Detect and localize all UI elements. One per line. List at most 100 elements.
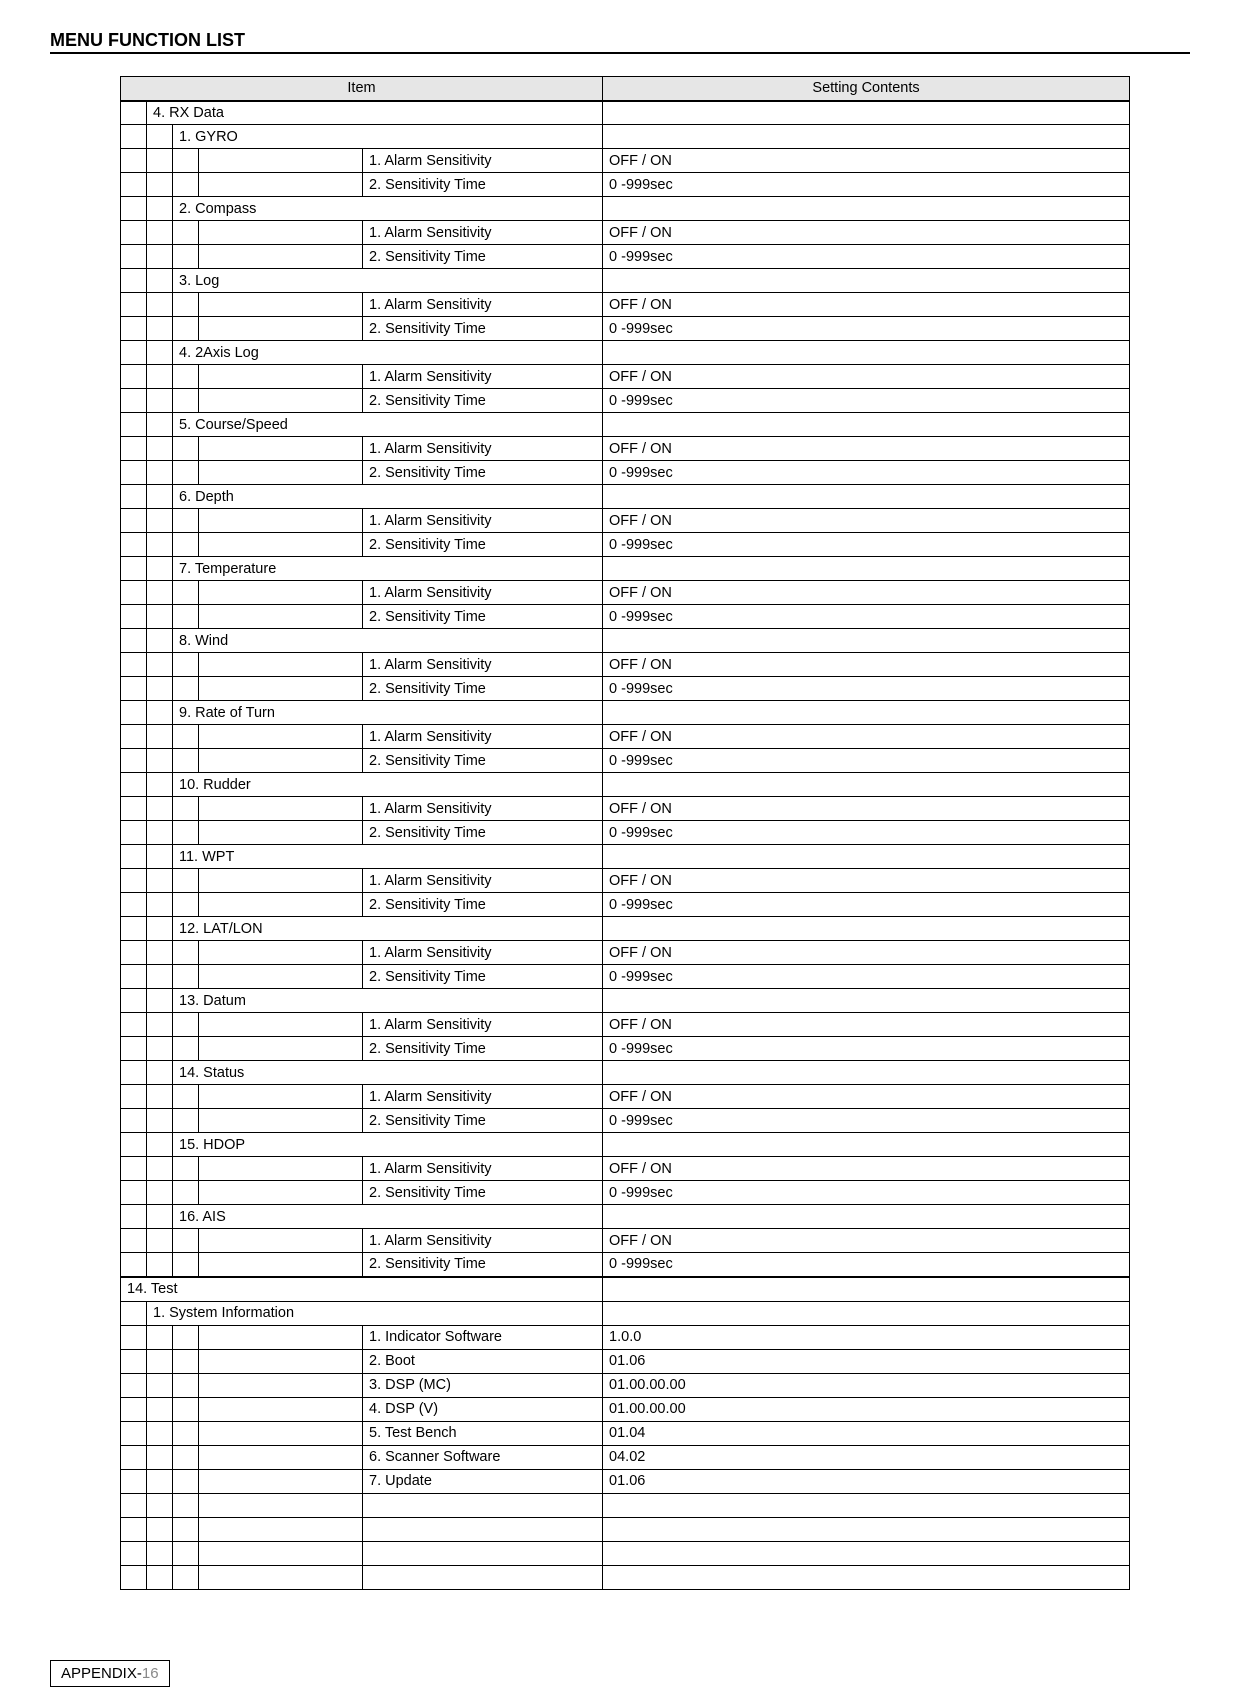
indent-cell bbox=[173, 533, 199, 557]
indent-cell bbox=[173, 1181, 199, 1205]
indent-cell bbox=[199, 1181, 363, 1205]
setting-value bbox=[603, 101, 1130, 125]
item-label: 1. Alarm Sensitivity bbox=[363, 869, 603, 893]
table-row: 2. Sensitivity Time0 -999sec bbox=[121, 461, 1130, 485]
setting-value: OFF / ON bbox=[603, 797, 1130, 821]
indent-cell bbox=[199, 1517, 363, 1541]
indent-cell bbox=[121, 437, 147, 461]
setting-value: 1.0.0 bbox=[603, 1325, 1130, 1349]
indent-cell bbox=[363, 1517, 603, 1541]
item-label: 9. Rate of Turn bbox=[173, 701, 603, 725]
indent-cell bbox=[173, 461, 199, 485]
indent-cell bbox=[121, 293, 147, 317]
indent-cell bbox=[173, 677, 199, 701]
setting-value: 01.06 bbox=[603, 1349, 1130, 1373]
indent-cell bbox=[173, 1253, 199, 1277]
setting-value: OFF / ON bbox=[603, 293, 1130, 317]
footer-page-number: 16 bbox=[142, 1665, 159, 1682]
indent-cell bbox=[199, 1469, 363, 1493]
indent-cell bbox=[173, 1157, 199, 1181]
table-row: 1. Alarm SensitivityOFF / ON bbox=[121, 149, 1130, 173]
indent-cell bbox=[121, 1349, 147, 1373]
setting-value: OFF / ON bbox=[603, 365, 1130, 389]
indent-cell bbox=[121, 1133, 147, 1157]
table-row: 4. DSP (V)01.00.00.00 bbox=[121, 1397, 1130, 1421]
table-row: 2. Sensitivity Time0 -999sec bbox=[121, 317, 1130, 341]
table-row: 15. HDOP bbox=[121, 1133, 1130, 1157]
table-row: 5. Test Bench01.04 bbox=[121, 1421, 1130, 1445]
setting-value bbox=[603, 701, 1130, 725]
indent-cell bbox=[199, 293, 363, 317]
indent-cell bbox=[173, 821, 199, 845]
indent-cell bbox=[147, 1445, 173, 1469]
indent-cell bbox=[147, 821, 173, 845]
indent-cell bbox=[363, 1565, 603, 1589]
table-row: 1. Alarm SensitivityOFF / ON bbox=[121, 797, 1130, 821]
indent-cell bbox=[199, 245, 363, 269]
indent-cell bbox=[121, 173, 147, 197]
setting-value: 04.02 bbox=[603, 1445, 1130, 1469]
table-row: 2. Sensitivity Time0 -999sec bbox=[121, 1181, 1130, 1205]
indent-cell bbox=[199, 749, 363, 773]
item-label: 13. Datum bbox=[173, 989, 603, 1013]
indent-cell bbox=[147, 1061, 173, 1085]
setting-value: OFF / ON bbox=[603, 221, 1130, 245]
indent-cell bbox=[363, 1541, 603, 1565]
indent-cell bbox=[147, 1229, 173, 1253]
setting-value bbox=[603, 1061, 1130, 1085]
indent-cell bbox=[199, 1493, 363, 1517]
table-row: 1. Alarm SensitivityOFF / ON bbox=[121, 581, 1130, 605]
table-row: 2. Sensitivity Time0 -999sec bbox=[121, 1253, 1130, 1277]
indent-cell bbox=[147, 941, 173, 965]
indent-cell bbox=[147, 197, 173, 221]
indent-cell bbox=[173, 1493, 199, 1517]
indent-cell bbox=[121, 1253, 147, 1277]
indent-cell bbox=[173, 365, 199, 389]
indent-cell bbox=[121, 581, 147, 605]
footer-page-box: APPENDIX-16 bbox=[50, 1660, 170, 1687]
setting-value: 0 -999sec bbox=[603, 1037, 1130, 1061]
item-label: 7. Temperature bbox=[173, 557, 603, 581]
indent-cell bbox=[147, 1493, 173, 1517]
table-row: 2. Sensitivity Time0 -999sec bbox=[121, 1109, 1130, 1133]
item-label: 1. Alarm Sensitivity bbox=[363, 725, 603, 749]
setting-value: OFF / ON bbox=[603, 1013, 1130, 1037]
item-label: 3. DSP (MC) bbox=[363, 1373, 603, 1397]
setting-value: 0 -999sec bbox=[603, 317, 1130, 341]
indent-cell bbox=[199, 149, 363, 173]
indent-cell bbox=[121, 1469, 147, 1493]
indent-cell bbox=[199, 1085, 363, 1109]
indent-cell bbox=[147, 269, 173, 293]
setting-value: OFF / ON bbox=[603, 869, 1130, 893]
indent-cell bbox=[199, 461, 363, 485]
indent-cell bbox=[121, 869, 147, 893]
item-label: 2. Sensitivity Time bbox=[363, 749, 603, 773]
indent-cell bbox=[121, 797, 147, 821]
table-row: 1. System Information bbox=[121, 1301, 1130, 1325]
table-row: 2. Sensitivity Time0 -999sec bbox=[121, 245, 1130, 269]
item-label: 1. GYRO bbox=[173, 125, 603, 149]
table-row: 1. Alarm SensitivityOFF / ON bbox=[121, 221, 1130, 245]
setting-value bbox=[603, 1301, 1130, 1325]
table-row: 3. DSP (MC)01.00.00.00 bbox=[121, 1373, 1130, 1397]
table-row: 2. Sensitivity Time0 -999sec bbox=[121, 749, 1130, 773]
item-label: 6. Depth bbox=[173, 485, 603, 509]
indent-cell bbox=[147, 437, 173, 461]
setting-value bbox=[603, 125, 1130, 149]
indent-cell bbox=[147, 605, 173, 629]
indent-cell bbox=[147, 1109, 173, 1133]
setting-value: 01.00.00.00 bbox=[603, 1373, 1130, 1397]
indent-cell bbox=[199, 1349, 363, 1373]
table-row: 1. Alarm SensitivityOFF / ON bbox=[121, 725, 1130, 749]
indent-cell bbox=[147, 629, 173, 653]
indent-cell bbox=[199, 965, 363, 989]
item-label: 6. Scanner Software bbox=[363, 1445, 603, 1469]
table-row: 1. Alarm SensitivityOFF / ON bbox=[121, 437, 1130, 461]
menu-table: Item Setting Contents 4. RX Data1. GYRO1… bbox=[120, 76, 1130, 1590]
table-row: 5. Course/Speed bbox=[121, 413, 1130, 437]
indent-cell bbox=[173, 869, 199, 893]
indent-cell bbox=[121, 965, 147, 989]
item-label: 1. Alarm Sensitivity bbox=[363, 797, 603, 821]
setting-value bbox=[603, 1517, 1130, 1541]
indent-cell bbox=[147, 317, 173, 341]
